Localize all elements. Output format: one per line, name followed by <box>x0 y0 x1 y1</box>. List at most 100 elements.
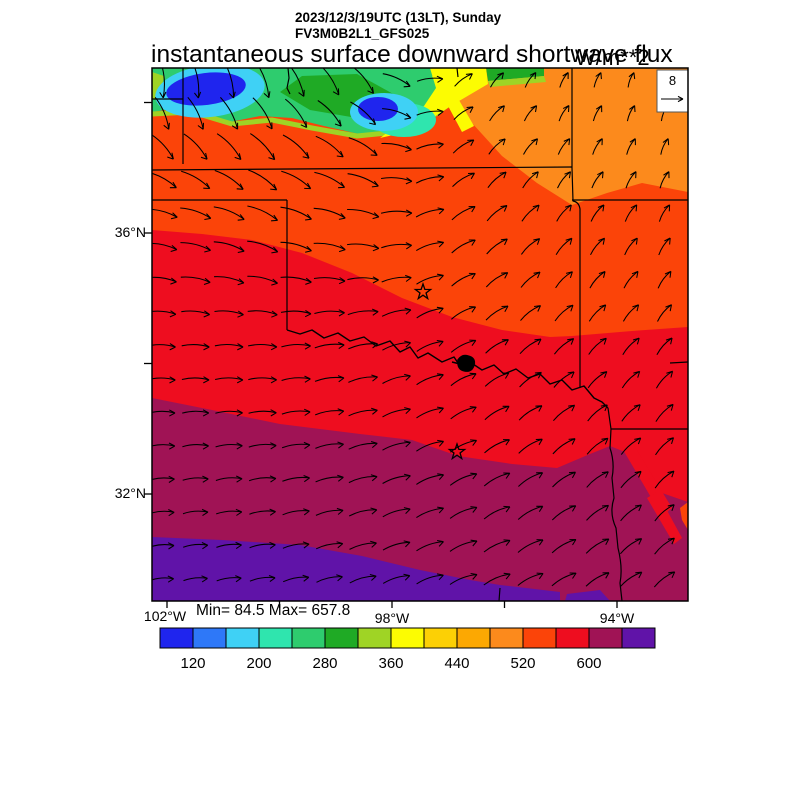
wind-arrow <box>585 572 610 587</box>
wind-arrow <box>591 171 604 189</box>
wind-arrow <box>313 207 346 220</box>
wind-arrow <box>585 538 610 554</box>
wind-arrow <box>347 243 380 252</box>
wind-arrow <box>382 407 411 418</box>
wind-arrow <box>552 438 576 455</box>
wind-arrow <box>382 108 412 120</box>
wind-arrow <box>348 374 378 383</box>
wind-arrow <box>555 271 573 289</box>
wind-arrow <box>485 305 509 321</box>
wind-arrow <box>152 310 177 318</box>
wind-arrow <box>654 470 675 489</box>
colorbar-segment <box>324 627 359 649</box>
purple-patch <box>565 590 610 601</box>
wind-arrow <box>484 372 510 387</box>
units-label: W/m**2 <box>575 45 650 70</box>
wind-arrow <box>314 309 345 317</box>
wind-arrow <box>213 241 245 254</box>
wind-arrow <box>592 105 603 122</box>
wind-arrow <box>627 72 636 88</box>
lat-label-32n: 32°N <box>114 485 146 501</box>
wind-arrow <box>452 139 475 154</box>
wind-arrow <box>252 97 273 130</box>
wind-arrow <box>348 407 378 417</box>
colorbar: 120 200 280 360 440 520 600 <box>159 627 656 672</box>
wind-arrow <box>587 404 608 422</box>
river-squiggle-top <box>286 68 291 95</box>
wind-arrow <box>322 68 340 96</box>
wind-arrow <box>625 171 637 189</box>
colorbar-label: 440 <box>444 655 469 672</box>
wind-arrow <box>216 541 242 550</box>
wind-arrow <box>555 237 573 255</box>
wind-arrow <box>520 238 541 255</box>
wind-arrow <box>588 304 607 322</box>
wind-arrow <box>484 439 510 454</box>
wind-arrow <box>348 137 378 156</box>
colorbar-segment <box>456 627 491 649</box>
wind-arrow <box>518 472 544 487</box>
lon-label-98w: 98°W <box>374 610 410 626</box>
wind-arrow <box>247 240 279 254</box>
wind-arrow <box>280 206 312 221</box>
wind-arrow <box>517 572 544 586</box>
map-frame <box>151 67 689 602</box>
wind-arrow <box>621 370 641 389</box>
colorbar-label: 200 <box>246 655 271 672</box>
wind-arrow <box>590 237 606 256</box>
wind-arrow <box>349 573 377 584</box>
wind-arrow <box>517 505 544 520</box>
wind-arrow <box>518 438 543 454</box>
wind-arrow <box>187 96 205 130</box>
river-squiggle-top2 <box>456 68 459 78</box>
wind-arrow <box>214 376 244 384</box>
wind-arrow <box>483 572 511 586</box>
wind-arrow <box>216 508 243 516</box>
wind-arrow <box>657 304 673 322</box>
wind-arrow <box>382 73 411 88</box>
wind-arrow <box>183 575 208 583</box>
wind-arrow <box>281 375 311 383</box>
wind-arrow <box>280 241 312 253</box>
state-borders-rivers <box>152 68 688 601</box>
wind-arrow <box>450 372 477 387</box>
wind-arrow <box>486 238 508 255</box>
wind-arrow <box>213 206 245 221</box>
wind-arrow <box>220 97 239 130</box>
wind-arrow <box>486 204 508 222</box>
wind-arrow <box>152 208 178 220</box>
wind-arrow <box>621 404 641 422</box>
wind-arrow <box>521 204 540 222</box>
wind-arrow <box>557 138 571 155</box>
wind-arrow <box>152 475 175 483</box>
wind-arrow <box>382 573 411 584</box>
wind-arrow <box>416 108 444 116</box>
colorbar-label: 600 <box>576 655 601 672</box>
wind-arrow <box>655 437 674 456</box>
wind-arrow <box>381 242 412 250</box>
wind-arrow <box>624 204 638 222</box>
wind-arrow <box>347 173 379 188</box>
colorbar-segment <box>423 627 458 649</box>
wind-arrow <box>290 68 305 97</box>
wind-arrow <box>315 507 344 516</box>
wind-arrow <box>282 134 310 159</box>
wind-arrow <box>416 473 444 485</box>
wind-arrow <box>452 172 475 187</box>
wind-arrow <box>152 542 175 550</box>
wind-arrow <box>181 310 210 318</box>
valid-time-label: 2023/12/3/19UTC (13LT), Sunday <box>295 10 502 25</box>
wind-arrow <box>552 471 576 488</box>
wind-arrow <box>348 341 379 350</box>
wind-arrow <box>657 270 672 289</box>
wind-arrow <box>216 575 242 583</box>
colorbar-label: 120 <box>180 655 205 672</box>
wind-arrow <box>489 105 505 122</box>
wind-arrow <box>281 342 311 350</box>
wind-arrow <box>660 138 670 155</box>
wind-arrow <box>259 68 271 99</box>
wind-arrow <box>451 272 476 287</box>
colorbar-segment <box>522 627 557 649</box>
wind-arrow <box>658 237 671 256</box>
wind-arrow <box>653 571 676 588</box>
